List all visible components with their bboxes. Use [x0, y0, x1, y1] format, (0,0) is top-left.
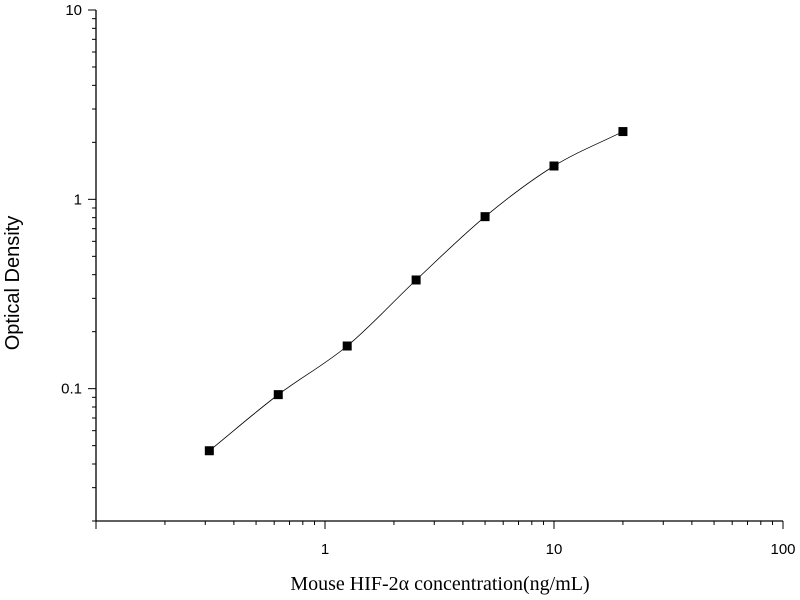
fit-curve	[209, 131, 624, 452]
plot-area: 1 10 100 0.1 1 10	[61, 2, 795, 558]
x-tick-label: 100	[770, 541, 795, 558]
x-axis-title: Mouse HIF-2α concentration(ng/mL)	[290, 573, 589, 595]
x-tick-label: 10	[546, 541, 563, 558]
y-axis-title: Optical Density	[2, 216, 24, 351]
data-point	[273, 390, 283, 400]
data-point	[342, 341, 352, 351]
x-tick-label: 1	[321, 541, 329, 558]
y-tick-label: 0.1	[61, 381, 82, 398]
data-point	[549, 161, 559, 171]
data-point	[480, 212, 490, 222]
y-tick-label: 10	[65, 2, 82, 19]
data-point	[411, 275, 421, 285]
data-point	[204, 446, 214, 456]
data-point	[618, 127, 628, 137]
y-tick-label: 1	[74, 191, 82, 208]
